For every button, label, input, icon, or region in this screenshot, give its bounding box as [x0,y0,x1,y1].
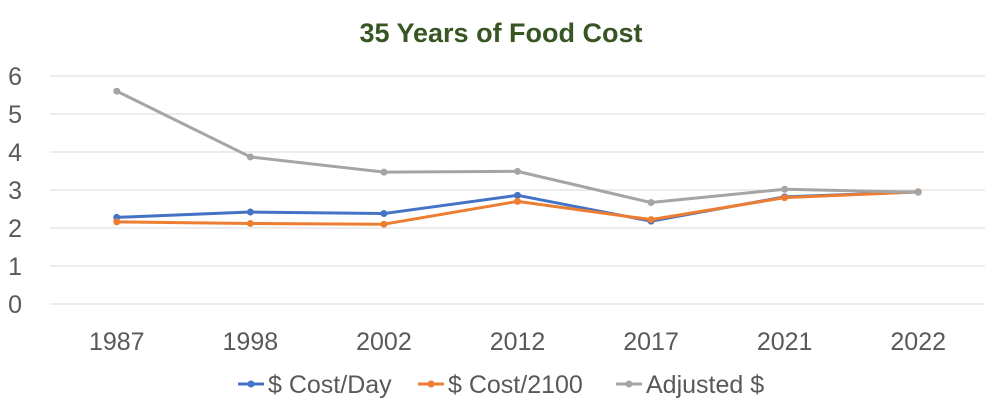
x-tick-label-2012: 2012 [490,328,546,356]
x-tick-label-1998: 1998 [223,328,279,356]
series-0 [113,188,922,225]
y-tick-label-0: 0 [8,291,22,319]
legend-item-0: $ Cost/Day [238,371,392,399]
x-tick-label-2021: 2021 [757,328,813,356]
data-point-2-6 [914,188,922,196]
data-point-1-4 [647,216,655,224]
y-tick-label-4: 4 [8,139,22,167]
data-point-1-3 [514,197,521,205]
x-tick-label-1987: 1987 [89,328,145,356]
x-tick-label-2022: 2022 [890,328,946,356]
data-point-1-5 [781,194,789,202]
data-point-1-0 [113,218,121,226]
data-point-2-0 [113,87,121,95]
legend-label-0: $ Cost/Day [268,371,392,399]
data-point-2-4 [647,199,655,207]
y-tick-label-3: 3 [8,177,22,205]
legend: $ Cost/Day $ Cost/2100 Adjusted $ [238,371,764,399]
legend-item-1: $ Cost/2100 [418,371,583,399]
data-point-0-1 [246,208,254,216]
data-point-2-5 [781,185,789,193]
legend-label-2: Adjusted $ [646,371,764,399]
gridlines [50,75,985,305]
data-point-0-3 [514,191,521,199]
legend-item-2: Adjusted $ [616,371,764,399]
data-point-0-2 [380,210,388,218]
data-point-1-2 [380,220,388,228]
y-tick-label-5: 5 [8,101,22,129]
y-axis-ticks: 0 1 2 3 4 5 6 [8,63,22,319]
series-lines [113,87,922,228]
series-2 [113,87,922,207]
legend-label-1: $ Cost/2100 [448,371,583,399]
series-line-2 [115,89,920,205]
data-point-2-1 [246,153,254,161]
legend-swatch-marker-2 [625,380,633,388]
legend-swatch-marker-1 [427,380,435,388]
x-axis-ticks: 1987 1998 2002 2012 2017 2021 2022 [89,328,946,356]
legend-swatch-marker-0 [247,380,255,388]
y-tick-label-6: 6 [8,63,22,91]
x-tick-label-2017: 2017 [623,328,679,356]
y-tick-label-2: 2 [8,215,22,243]
data-point-2-2 [380,168,388,176]
x-tick-label-2002: 2002 [356,328,412,356]
data-point-2-3 [514,167,521,175]
data-point-1-1 [246,219,254,227]
chart-title: 35 Years of Food Cost [359,18,642,48]
y-tick-label-1: 1 [8,253,22,281]
